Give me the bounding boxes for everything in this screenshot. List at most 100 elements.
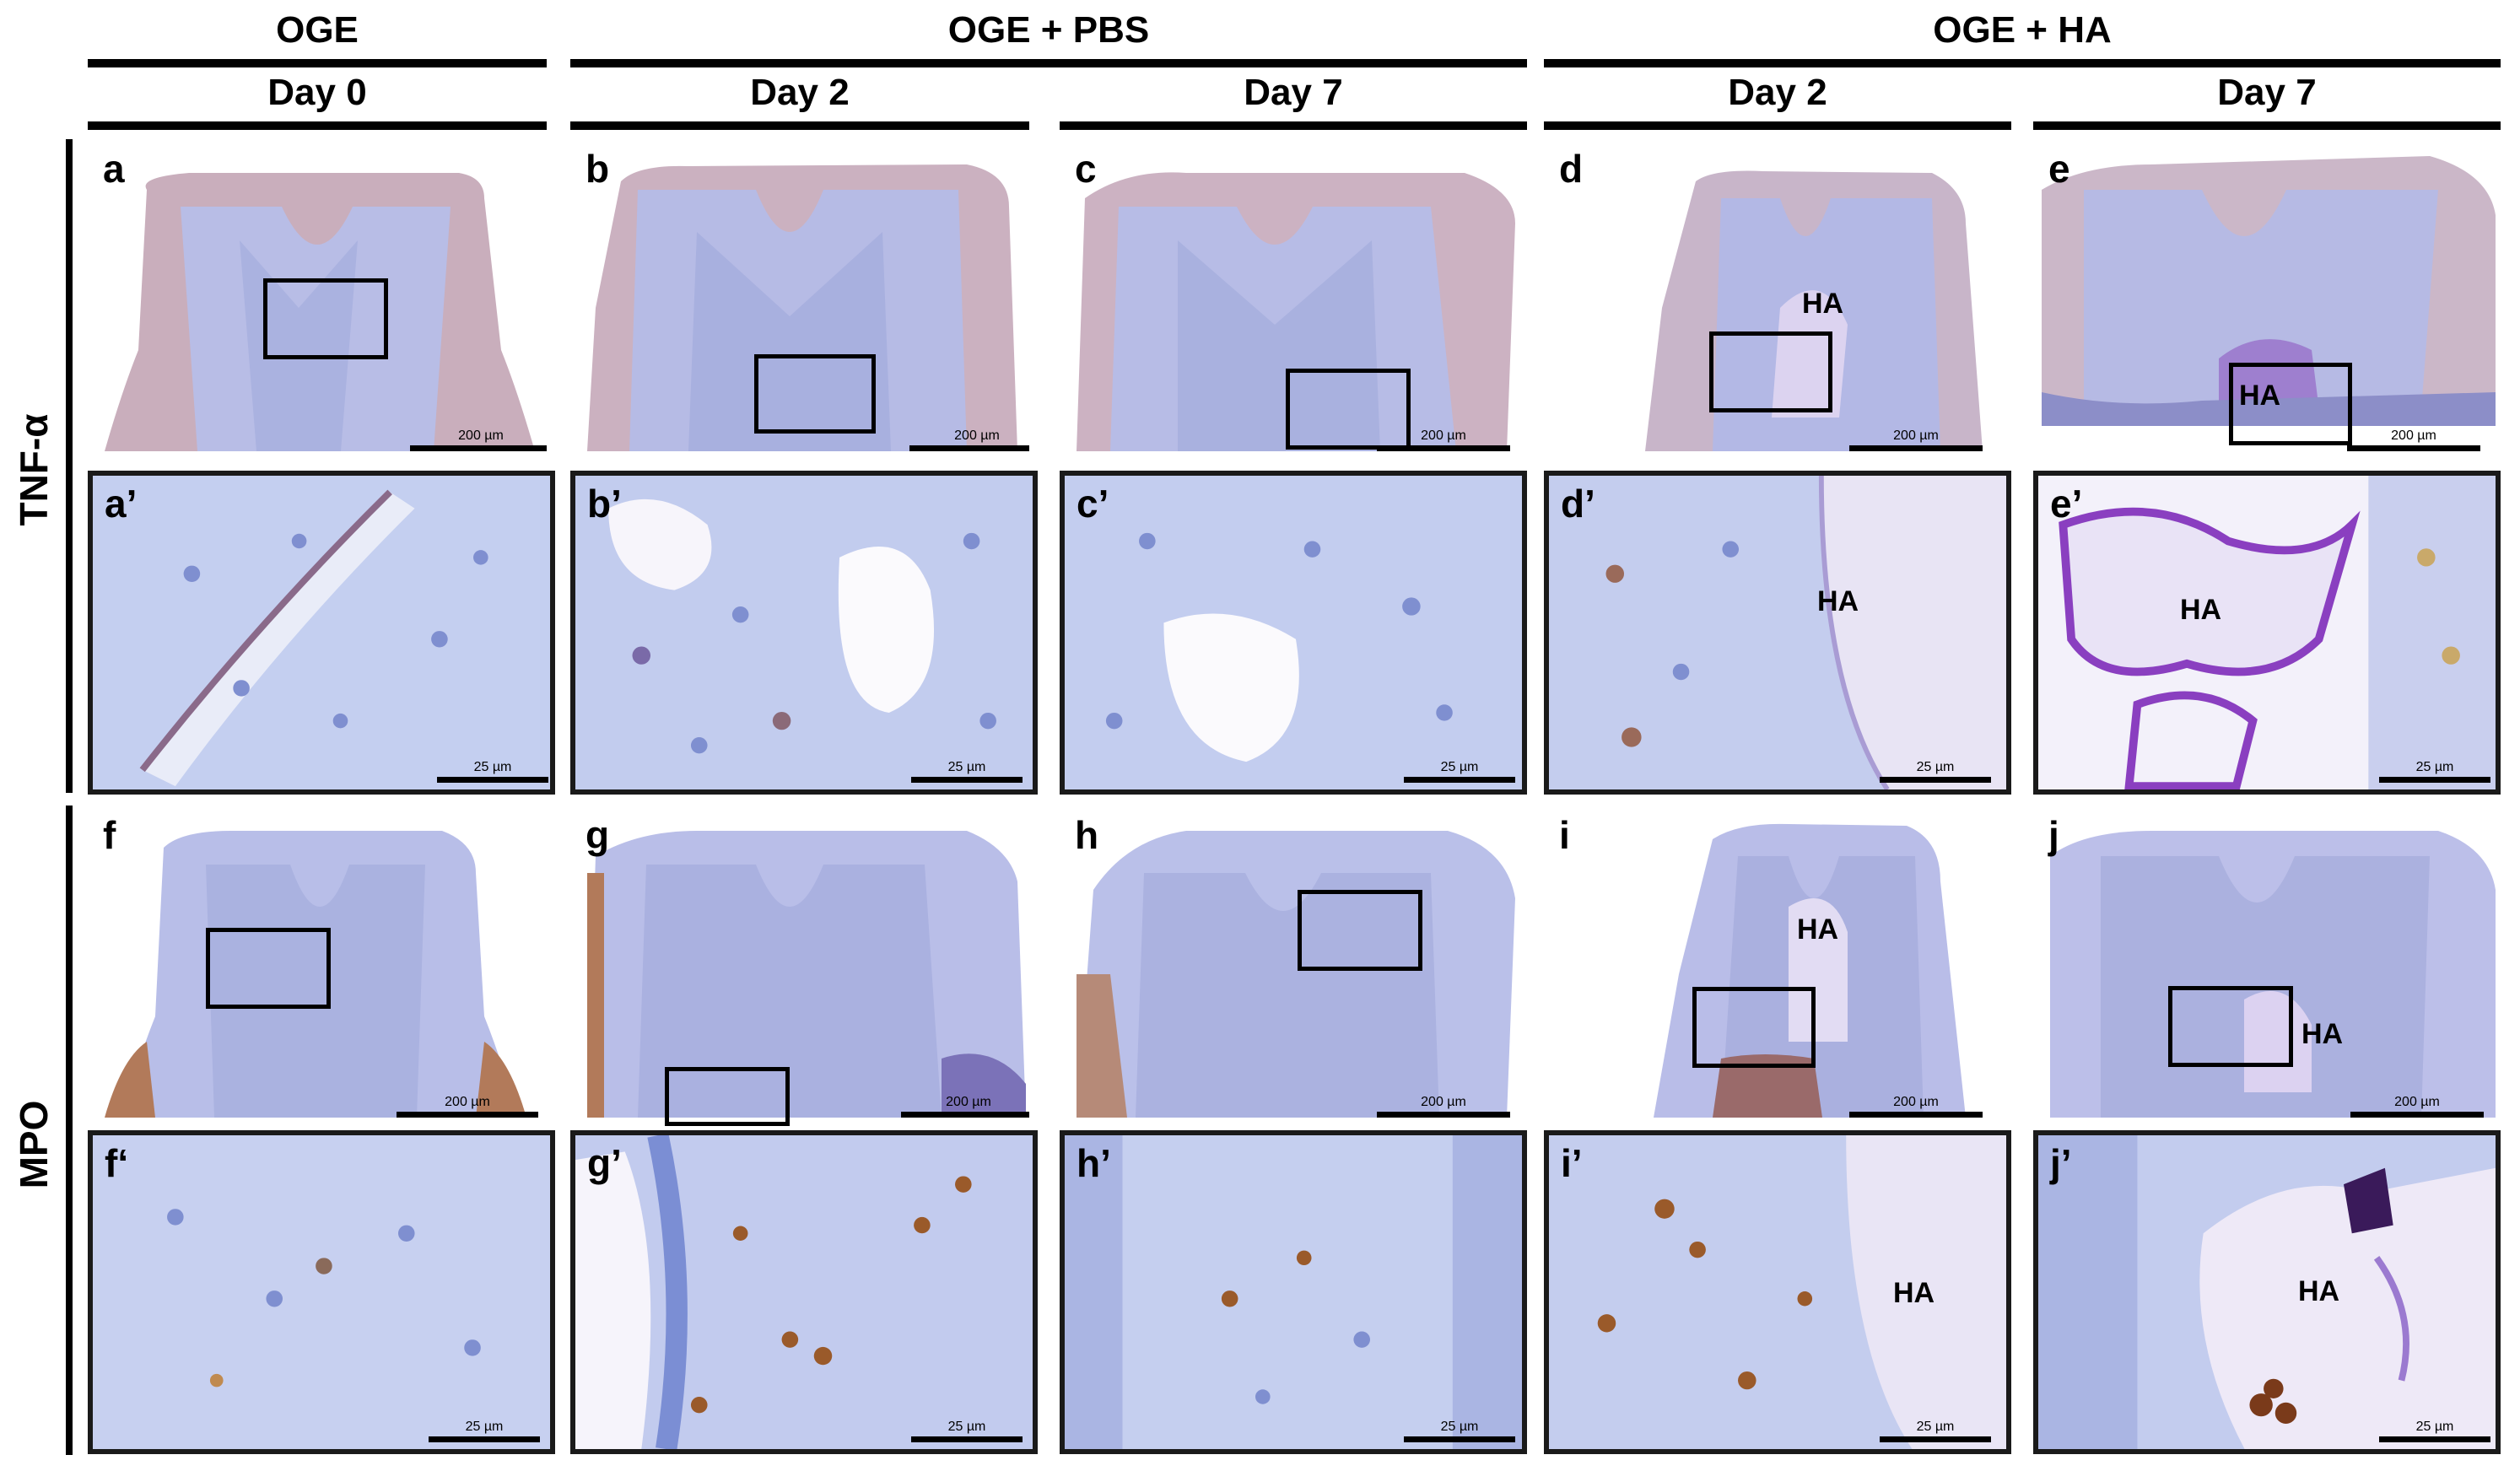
- scale-bar: 200 µm: [2350, 1092, 2484, 1118]
- scale-bar-label: 25 µm: [1440, 760, 1479, 774]
- panel-label: i’: [1561, 1141, 1583, 1185]
- panel-b-zoom: b’ 25 µm: [570, 471, 1038, 795]
- scale-bar-label: 200 µm: [445, 1095, 490, 1109]
- scale-bar-line: [1880, 1436, 1991, 1442]
- scale-bar-line: [909, 445, 1029, 451]
- panel-label: d’: [1561, 482, 1595, 525]
- panel-b-overview: b 200 µm: [570, 139, 1029, 460]
- group-rule-oge-ha: [1544, 59, 2501, 67]
- panel-c-overview: c 200 µm: [1060, 139, 1527, 460]
- scale-bar: 25 µm: [429, 1419, 540, 1442]
- ha-label: HA: [1893, 1277, 1935, 1309]
- panel-d-zoom: d’ HA 25 µm: [1544, 471, 2011, 795]
- day-rule: [88, 121, 547, 130]
- region-of-interest-box: [2229, 363, 2352, 445]
- scale-bar-label: 200 µm: [458, 428, 504, 443]
- panel-label: e’: [2050, 482, 2083, 525]
- day-header: Day 7: [1244, 72, 1343, 113]
- scale-bar-label: 25 µm: [1440, 1420, 1479, 1434]
- scale-bar-line: [437, 777, 548, 783]
- scale-bar-label: 200 µm: [1893, 1095, 1939, 1109]
- panel-label: j: [2048, 813, 2059, 857]
- scale-bar-line: [429, 1436, 540, 1442]
- ha-label: HA: [1817, 585, 1859, 617]
- panel-label: a’: [105, 482, 138, 525]
- day-header: Day 2: [1728, 72, 1827, 113]
- panel-label: f‘: [105, 1141, 129, 1185]
- ha-label: HA: [1802, 288, 1844, 320]
- region-of-interest-box: [1692, 987, 1816, 1068]
- group-header-oge-pbs: OGE + PBS: [947, 9, 1150, 51]
- ha-label: HA: [1797, 913, 1839, 946]
- panel-label: c’: [1077, 482, 1109, 525]
- scale-bar-line: [1880, 777, 1991, 783]
- scale-bar: 25 µm: [1880, 1419, 1991, 1442]
- scale-bar-label: 200 µm: [2391, 428, 2436, 443]
- row-rule-tnf: [66, 139, 73, 793]
- scale-bar-line: [2350, 1112, 2484, 1118]
- panel-label: g’: [587, 1141, 622, 1185]
- scale-bar-line: [410, 445, 547, 451]
- ha-label: HA: [2298, 1275, 2340, 1307]
- region-of-interest-box: [1298, 890, 1422, 971]
- panel-label: g: [585, 813, 610, 857]
- panel-label: d: [1559, 147, 1584, 191]
- scale-bar: 200 µm: [1849, 1092, 1983, 1118]
- scale-bar-label: 200 µm: [1893, 428, 1939, 443]
- panel-j-zoom: j’ HA 25 µm: [2033, 1130, 2501, 1454]
- scale-bar: 200 µm: [1849, 426, 1983, 451]
- panel-h-zoom: h’ 25 µm: [1060, 1130, 1527, 1454]
- day-header: Day 2: [750, 72, 850, 113]
- scale-bar: 25 µm: [1404, 759, 1515, 783]
- panel-label: b’: [587, 482, 622, 525]
- scale-bar-line: [1377, 445, 1510, 451]
- group-rule-oge: [88, 59, 547, 67]
- scale-bar: 200 µm: [397, 1092, 538, 1118]
- panel-g-zoom: g’ 25 µm: [570, 1130, 1038, 1454]
- scale-bar-label: 200 µm: [946, 1095, 991, 1109]
- row-rule-mpo: [66, 806, 73, 1455]
- scale-bar-line: [2379, 777, 2490, 783]
- panel-c-zoom: c’ 25 µm: [1060, 471, 1527, 795]
- panel-label: j’: [2050, 1141, 2072, 1185]
- region-of-interest-box: [665, 1067, 790, 1126]
- scale-bar-line: [1849, 1112, 1983, 1118]
- scale-bar: 200 µm: [1377, 426, 1510, 451]
- scale-bar-label: 25 µm: [2415, 1420, 2454, 1434]
- region-of-interest-box: [1709, 331, 1832, 412]
- scale-bar: 25 µm: [2379, 759, 2490, 783]
- panel-label: h: [1075, 813, 1099, 857]
- scale-bar: 25 µm: [1404, 1419, 1515, 1442]
- scale-bar-line: [1404, 1436, 1515, 1442]
- scale-bar: 200 µm: [410, 426, 547, 451]
- region-of-interest-box: [754, 354, 876, 434]
- scale-bar: 200 µm: [1377, 1092, 1510, 1118]
- region-of-interest-box: [263, 278, 388, 359]
- panel-i-zoom: i’ HA 25 µm: [1544, 1130, 2011, 1454]
- ha-label: HA: [2180, 594, 2222, 626]
- scale-bar-line: [397, 1112, 538, 1118]
- panel-f-zoom: f‘ 25 µm: [88, 1130, 555, 1454]
- group-header-oge-ha: OGE + HA: [1933, 9, 2112, 51]
- group-rule-oge-pbs: [570, 59, 1527, 67]
- region-of-interest-box: [2168, 986, 2293, 1067]
- panel-label: f: [103, 813, 116, 857]
- day-rule: [1544, 121, 2011, 130]
- scale-bar: 200 µm: [2347, 426, 2480, 451]
- scale-bar-label: 25 µm: [473, 760, 512, 774]
- scale-bar-line: [911, 1436, 1023, 1442]
- region-of-interest-box: [206, 928, 331, 1009]
- panel-e-zoom: e’ HA 25 µm: [2033, 471, 2501, 795]
- group-header-oge: OGE: [276, 9, 359, 51]
- scale-bar: 25 µm: [1880, 759, 1991, 783]
- scale-bar-label: 25 µm: [465, 1420, 504, 1434]
- panel-e-overview: e HA 200 µm: [2033, 139, 2501, 460]
- scale-bar-label: 25 µm: [1916, 760, 1955, 774]
- panel-label: b: [585, 147, 610, 191]
- region-of-interest-box: [1286, 369, 1411, 450]
- scale-bar-line: [2379, 1436, 2490, 1442]
- row-label-tnf-alpha: TNF-α: [12, 413, 56, 526]
- panel-label: c: [1075, 147, 1097, 191]
- panel-d-overview: d HA 200 µm: [1544, 139, 2011, 460]
- scale-bar-label: 200 µm: [954, 428, 1000, 443]
